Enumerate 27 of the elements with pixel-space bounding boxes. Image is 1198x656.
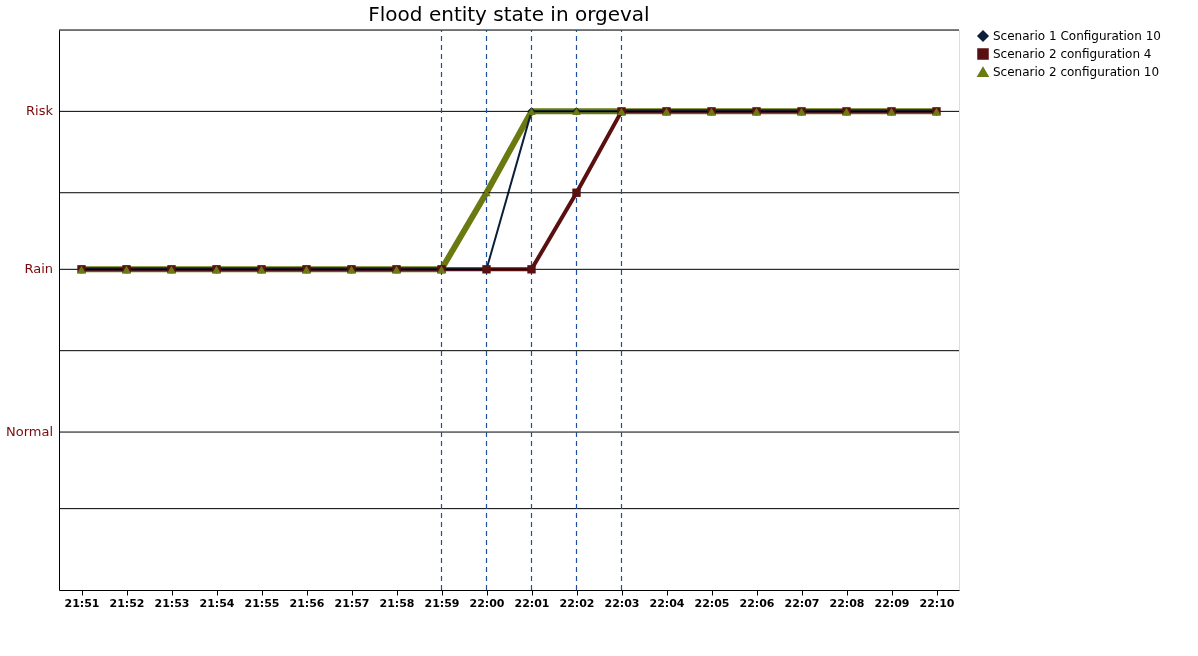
x-tick-label: 22:05: [694, 596, 730, 610]
legend-label: Scenario 2 configuration 4: [993, 47, 1152, 61]
x-tick-label: 21:52: [109, 596, 145, 610]
legend-label: Scenario 1 Configuration 10: [993, 29, 1161, 43]
x-tick-label: 22:00: [469, 596, 505, 610]
x-tick-label: 22:06: [739, 596, 775, 610]
x-tick-label: 21:51: [64, 596, 100, 610]
ref-line-label: Rain: [24, 261, 53, 277]
x-tick-label: 22:07: [784, 596, 820, 610]
chart-title: Flood entity state in orgeval: [368, 2, 650, 27]
x-tick-label: 22:10: [919, 596, 955, 610]
ref-line-label: Risk: [26, 103, 54, 119]
x-tick-label: 22:04: [649, 596, 685, 610]
x-tick-label: 22:02: [559, 596, 595, 610]
ref-line-label: Normal: [5, 424, 53, 440]
x-tick-label: 21:53: [154, 596, 190, 610]
legend-label: Scenario 2 configuration 10: [993, 65, 1160, 79]
x-tick-label: 21:56: [289, 596, 325, 610]
x-tick-label: 21:59: [424, 596, 460, 610]
x-tick-label: 21:58: [379, 596, 415, 610]
x-tick-label: 22:08: [829, 596, 865, 610]
x-tick-label: 22:01: [514, 596, 550, 610]
x-tick-label: 21:55: [244, 596, 280, 610]
x-tick-label: 22:09: [874, 596, 910, 610]
x-tick-label: 22:03: [604, 596, 640, 610]
x-tick-label: 21:57: [334, 596, 370, 610]
x-tick-label: 21:54: [199, 596, 235, 610]
